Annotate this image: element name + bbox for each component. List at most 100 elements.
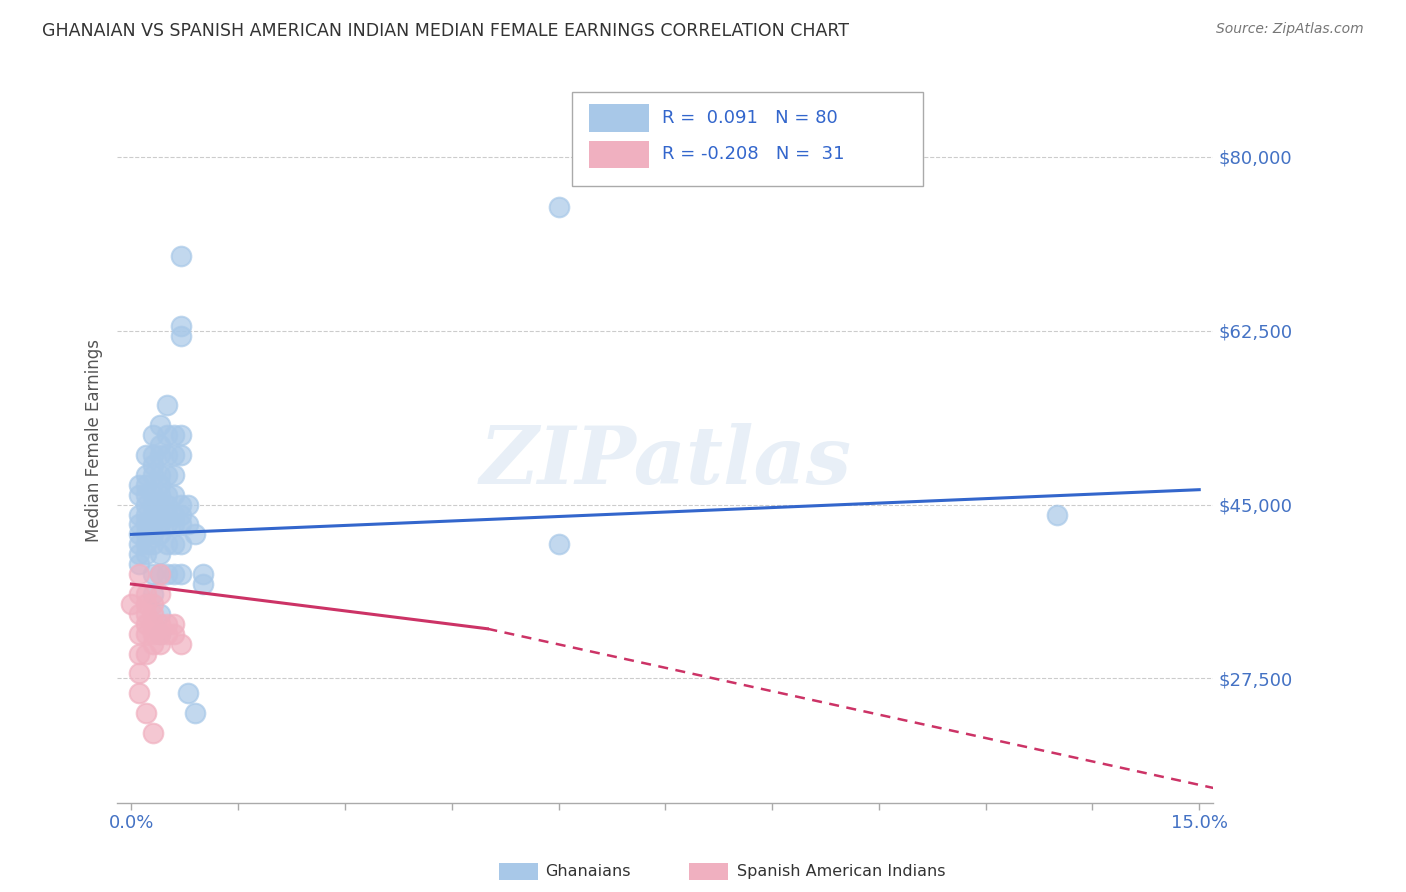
Point [142,587,165,601]
Point [163,616,186,631]
Point [135,597,157,611]
Point [170,428,193,442]
Point [142,616,165,631]
Point [142,597,165,611]
Point [142,467,165,482]
Point [156,398,179,412]
Point [191,577,214,591]
Text: Spanish American Indians: Spanish American Indians [737,864,945,879]
Point [135,607,157,621]
Point [142,527,165,541]
Point [156,498,179,512]
Point [184,706,207,721]
Point [156,537,179,551]
Point [135,448,157,462]
Point [135,537,157,551]
Point [135,547,157,561]
Point [177,686,200,700]
Point [142,726,165,740]
Point [170,249,193,263]
Point [163,488,186,502]
Point [128,626,150,640]
Point [184,527,207,541]
Point [170,637,193,651]
Point [191,567,214,582]
Point [128,517,150,532]
Point [149,418,172,433]
Point [135,647,157,661]
Text: ZIPatlas: ZIPatlas [479,423,852,500]
Point [135,626,157,640]
Point [128,666,150,681]
Point [142,537,165,551]
Point [163,537,186,551]
FancyBboxPatch shape [572,92,922,186]
Point [135,498,157,512]
Point [142,626,165,640]
Point [163,467,186,482]
Point [547,537,569,551]
Point [135,517,157,532]
Point [149,498,172,512]
Point [142,428,165,442]
Point [170,498,193,512]
Point [128,527,150,541]
Point [149,527,172,541]
Point [156,626,179,640]
Point [1046,508,1069,522]
Point [142,607,165,621]
FancyBboxPatch shape [589,141,650,168]
Point [128,567,150,582]
Point [142,567,165,582]
Point [142,498,165,512]
Point [128,607,150,621]
Point [156,517,179,532]
Point [142,517,165,532]
Point [128,547,150,561]
Text: Source: ZipAtlas.com: Source: ZipAtlas.com [1216,22,1364,37]
Point [149,637,172,651]
Point [128,488,150,502]
Point [163,567,186,582]
Point [120,597,142,611]
Point [142,508,165,522]
Point [163,626,186,640]
Point [163,448,186,462]
Point [149,438,172,452]
Point [163,508,186,522]
Point [128,477,150,491]
Point [149,607,172,621]
Point [135,587,157,601]
Point [177,517,200,532]
Point [149,626,172,640]
Point [156,428,179,442]
Point [149,626,172,640]
Point [170,508,193,522]
Point [149,567,172,582]
Point [170,567,193,582]
Point [142,488,165,502]
Text: R =  0.091   N = 80: R = 0.091 N = 80 [662,109,838,127]
Point [142,637,165,651]
Point [149,587,172,601]
Point [149,567,172,582]
Point [149,467,172,482]
Point [149,477,172,491]
Point [149,488,172,502]
Point [547,200,569,214]
Point [149,547,172,561]
Text: Ghanaians: Ghanaians [546,864,631,879]
Point [135,616,157,631]
FancyBboxPatch shape [589,104,650,132]
Point [135,488,157,502]
Point [128,557,150,571]
Point [170,328,193,343]
Point [149,517,172,532]
Point [163,428,186,442]
Point [156,567,179,582]
Point [156,508,179,522]
Point [135,527,157,541]
Point [149,616,172,631]
Text: GHANAIAN VS SPANISH AMERICAN INDIAN MEDIAN FEMALE EARNINGS CORRELATION CHART: GHANAIAN VS SPANISH AMERICAN INDIAN MEDI… [42,22,849,40]
Point [156,448,179,462]
